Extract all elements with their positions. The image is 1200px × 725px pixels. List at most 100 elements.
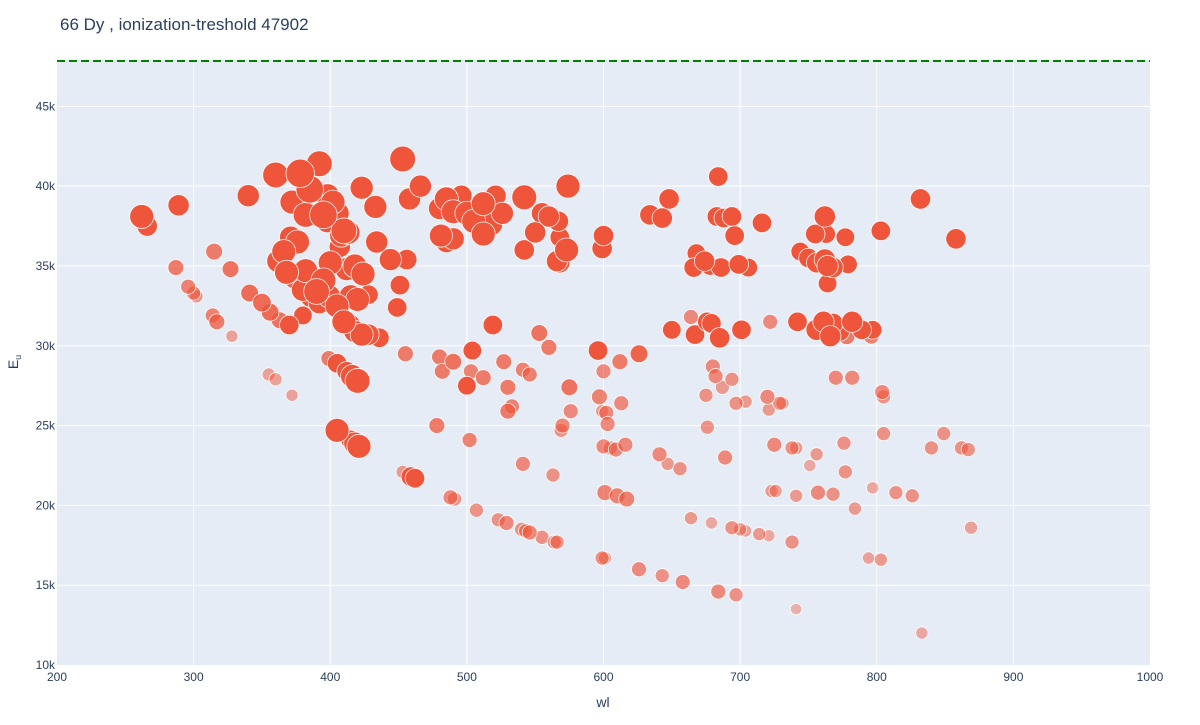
data-point: [699, 419, 715, 435]
data-point: [904, 488, 920, 504]
data-point: [709, 327, 731, 349]
data-point: [658, 188, 680, 210]
data-point: [964, 520, 979, 535]
data-point: [721, 206, 743, 227]
x-tick-label: 200: [47, 670, 67, 684]
data-point: [803, 458, 817, 473]
data-point: [847, 501, 862, 516]
data-point: [365, 230, 389, 254]
data-point: [554, 417, 571, 434]
data-point: [562, 403, 579, 420]
data-point: [167, 259, 185, 276]
data-point: [499, 378, 517, 396]
data-point: [470, 221, 496, 247]
data-point: [708, 166, 729, 187]
data-point: [613, 395, 630, 412]
data-point: [728, 395, 744, 411]
data-point: [784, 534, 800, 550]
data-point: [554, 237, 580, 263]
data-point: [724, 371, 740, 387]
data-point: [236, 184, 260, 208]
x-tick-label: 700: [730, 670, 750, 684]
data-point: [545, 467, 561, 483]
data-point: [324, 417, 350, 443]
data-point: [841, 310, 864, 333]
y-tick-label: 20k: [36, 498, 56, 512]
data-point: [378, 248, 402, 272]
data-point: [521, 366, 538, 383]
data-point: [651, 207, 673, 229]
data-point: [404, 468, 426, 489]
data-point: [960, 442, 976, 457]
data-point: [555, 173, 581, 199]
data-point: [511, 184, 538, 211]
data-point: [349, 175, 374, 200]
data-point: [813, 205, 836, 228]
data-point: [474, 369, 492, 387]
data-point: [809, 447, 824, 462]
data-point: [387, 297, 408, 318]
data-point: [672, 461, 688, 477]
x-axis-ticks: 200 300 400 500 600 700 800 900 1000: [47, 670, 1164, 684]
data-point: [274, 259, 299, 285]
data-point: [560, 378, 579, 397]
data-point: [592, 225, 615, 247]
x-tick-label: 900: [1003, 670, 1023, 684]
data-point: [683, 511, 698, 526]
data-point: [482, 314, 503, 336]
data-point: [462, 340, 483, 361]
scatter-points: [129, 145, 979, 640]
x-tick-label: 500: [457, 670, 477, 684]
data-point: [662, 320, 682, 340]
data-point: [513, 239, 535, 261]
y-tick-label: 10k: [36, 658, 56, 672]
data-point: [468, 502, 484, 518]
data-point: [936, 426, 952, 441]
data-point: [303, 278, 330, 305]
data-point: [363, 194, 388, 219]
data-point: [457, 375, 477, 396]
y-tick-label: 40k: [36, 179, 56, 193]
data-point: [835, 227, 856, 247]
data-point: [768, 484, 783, 499]
data-point: [862, 551, 876, 565]
data-point: [772, 395, 788, 411]
data-point: [837, 464, 853, 480]
x-tick-label: 400: [320, 670, 340, 684]
data-point: [167, 194, 190, 217]
data-point: [618, 490, 636, 508]
data-point: [762, 313, 779, 330]
data-point: [180, 278, 197, 295]
data-point: [717, 449, 733, 466]
data-point: [540, 339, 558, 356]
data-point: [549, 534, 565, 550]
data-point: [591, 388, 608, 406]
data-point: [309, 200, 338, 230]
y-axis-ticks: 10k 15k 20k 25k 30k 35k 40k 45k: [36, 99, 56, 672]
y-tick-label: 25k: [36, 419, 56, 433]
data-point: [810, 484, 826, 501]
data-point: [825, 486, 841, 502]
data-point: [498, 515, 515, 531]
data-point: [208, 313, 226, 331]
data-point: [909, 188, 932, 210]
data-point: [279, 314, 300, 336]
data-point: [252, 292, 272, 313]
data-point: [599, 416, 616, 432]
data-point: [587, 340, 609, 361]
data-point: [408, 174, 432, 198]
data-point: [499, 402, 517, 420]
y-axis-label: Eu: [5, 355, 23, 369]
data-point: [836, 435, 852, 451]
data-point: [495, 353, 513, 371]
data-point: [724, 520, 740, 536]
data-point: [433, 362, 451, 380]
y-axis-label-subscript: u: [13, 355, 23, 360]
data-point: [789, 488, 804, 503]
data-point: [731, 319, 752, 340]
data-point: [805, 223, 826, 245]
data-point: [694, 250, 716, 272]
data-point: [816, 254, 839, 277]
x-tick-label: 600: [593, 670, 613, 684]
